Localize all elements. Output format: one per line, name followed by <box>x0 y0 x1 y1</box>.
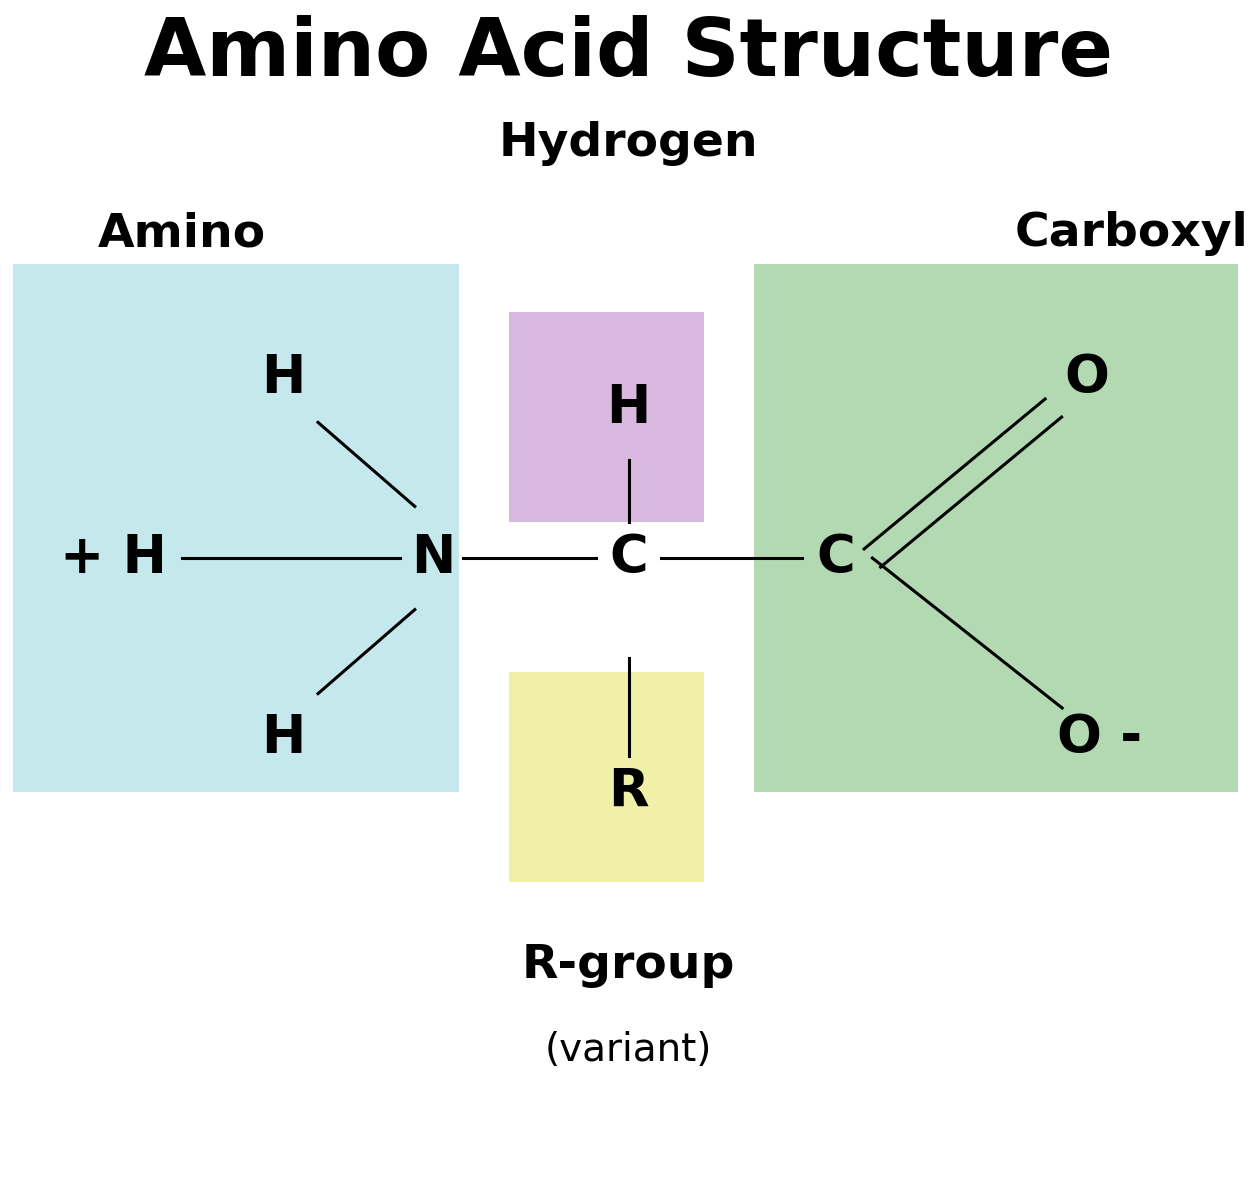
Text: H: H <box>260 352 305 404</box>
Text: Carboxyl: Carboxyl <box>1014 211 1248 257</box>
Bar <box>509 672 704 882</box>
Text: Amino Acid Structure: Amino Acid Structure <box>145 14 1112 92</box>
Text: C: C <box>817 532 855 584</box>
Text: Hydrogen: Hydrogen <box>499 121 758 167</box>
Bar <box>754 264 1238 792</box>
Text: O: O <box>1065 352 1110 404</box>
Text: N: N <box>411 532 456 584</box>
Text: R-group: R-group <box>522 943 735 989</box>
Text: (variant): (variant) <box>544 1031 713 1069</box>
Text: C: C <box>610 532 647 584</box>
Text: + H: + H <box>59 532 167 584</box>
Bar <box>509 312 704 522</box>
Text: H: H <box>606 382 651 434</box>
Text: R: R <box>608 766 649 818</box>
Bar <box>13 264 459 792</box>
Text: O -: O - <box>1057 712 1143 764</box>
Text: H: H <box>260 712 305 764</box>
Text: Amino: Amino <box>98 211 266 257</box>
